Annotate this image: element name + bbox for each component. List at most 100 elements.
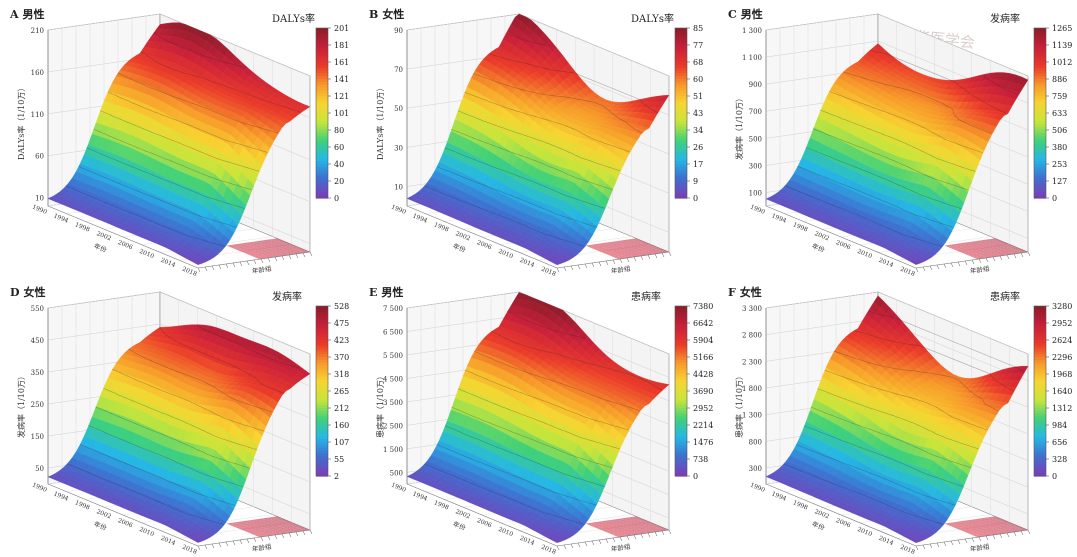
age-tick bbox=[999, 255, 1003, 261]
floor-projection bbox=[226, 238, 310, 260]
year-tick-label: 1990 bbox=[31, 204, 48, 216]
year-tick-label: 2006 bbox=[476, 517, 493, 529]
colorbar-tick-label: 77 bbox=[693, 41, 703, 50]
z-tick-label: 70 bbox=[394, 66, 403, 74]
age-tick bbox=[253, 537, 257, 543]
age-tick bbox=[1013, 253, 1017, 259]
age-tick bbox=[295, 253, 299, 259]
surface-plot-C: 100 300 500 700 900 1 100 1 300 1990 1994 1998 200… bbox=[742, 13, 1072, 278]
panel-label: B 女性 bbox=[369, 6, 404, 22]
age-tick bbox=[922, 544, 926, 550]
z-tick-label: 300 bbox=[749, 465, 762, 473]
panel-sex: 男性 bbox=[740, 8, 763, 21]
y-axis-title: 年龄组 bbox=[969, 542, 990, 554]
z-tick-label: 50 bbox=[35, 465, 44, 473]
surface-mesh bbox=[47, 22, 311, 265]
z-tick-label: 50 bbox=[394, 105, 403, 113]
year-tick-label: 2014 bbox=[519, 535, 536, 547]
colorbar-tick-label: 3690 bbox=[693, 387, 713, 396]
z-tick-label: 2 500 bbox=[383, 422, 403, 430]
colorbar-tick-label: 2 bbox=[334, 472, 339, 481]
year-tick-label: 2002 bbox=[813, 230, 830, 242]
age-tick bbox=[915, 545, 919, 551]
colorbar-tick-label: 141 bbox=[334, 75, 349, 84]
age-tick bbox=[957, 261, 961, 267]
y-axis-title: 年龄组 bbox=[251, 542, 272, 554]
z-tick-label: 1 800 bbox=[742, 385, 762, 393]
colorbar-tick-label: 1012 bbox=[1052, 58, 1072, 67]
panel-sex: 女性 bbox=[739, 286, 762, 299]
z-tick-label: 350 bbox=[31, 369, 44, 377]
age-tick bbox=[556, 267, 560, 273]
year-tick-label: 2018 bbox=[181, 266, 198, 278]
colorbar-tick-label: 127 bbox=[1052, 177, 1067, 186]
year-tick-label: 2006 bbox=[117, 517, 134, 529]
colorbar-tick-label: 40 bbox=[334, 160, 344, 169]
year-tick-label: 1994 bbox=[53, 490, 70, 502]
age-tick bbox=[661, 530, 665, 536]
colorbar-tick-label: 0 bbox=[1052, 194, 1057, 203]
z-tick-label: 500 bbox=[390, 469, 403, 477]
colorbar-tick-label: 160 bbox=[334, 421, 349, 430]
colorbar-tick-label: 51 bbox=[693, 92, 703, 101]
age-tick bbox=[197, 545, 201, 551]
z-tick-label: 300 bbox=[749, 162, 762, 170]
year-tick-label: 2002 bbox=[813, 508, 830, 520]
age-tick bbox=[985, 535, 989, 541]
colorbar-tick-label: 26 bbox=[693, 143, 703, 152]
contour-lines bbox=[424, 311, 663, 525]
colorbar-tick-label: 3280 bbox=[1052, 302, 1072, 311]
surface-mesh bbox=[765, 43, 1029, 265]
contour-lines bbox=[783, 310, 1025, 525]
colorbar-tick-label: 4428 bbox=[693, 370, 713, 379]
age-tick bbox=[922, 266, 926, 272]
panel-F: F 女性 患病率 患病率（1/10万） 300 800 1 300 1 800 2 300 2 8… bbox=[718, 278, 1077, 556]
year-tick-label: 1994 bbox=[771, 490, 788, 502]
year-tick-label: 1998 bbox=[792, 221, 809, 233]
age-tick bbox=[999, 533, 1003, 539]
colorbar-tick-label: 2624 bbox=[1052, 336, 1072, 345]
age-tick bbox=[274, 256, 278, 262]
age-tick bbox=[619, 258, 623, 264]
year-tick-label: 1990 bbox=[749, 482, 766, 494]
colorbar-title: DALYs率 bbox=[631, 14, 674, 25]
age-tick bbox=[626, 535, 630, 541]
age-tick bbox=[640, 255, 644, 261]
age-tick bbox=[281, 255, 285, 261]
x-axis-title: 年份 bbox=[93, 519, 109, 532]
year-tick-label: 2010 bbox=[497, 526, 514, 538]
panel-letter: A bbox=[10, 8, 19, 21]
age-tick bbox=[302, 252, 306, 258]
age-tick bbox=[204, 544, 208, 550]
year-tick-label: 2006 bbox=[117, 239, 134, 251]
age-tick bbox=[971, 537, 975, 543]
colorbar-tick-label: 161 bbox=[334, 58, 349, 67]
colorbar-tick-label: 6642 bbox=[693, 319, 713, 328]
year-tick-label: 1994 bbox=[412, 490, 429, 502]
colorbar-title: DALYs率 bbox=[272, 14, 315, 25]
age-tick bbox=[239, 261, 243, 267]
colorbar-tick-label: 212 bbox=[334, 404, 349, 413]
colorbar-tick-label: 201 bbox=[334, 24, 349, 33]
year-tick-label: 2010 bbox=[138, 526, 155, 538]
year-tick-label: 2002 bbox=[454, 508, 471, 520]
colorbar: 1265 1139 1012 886 759 633 506 380 253 127 0 bbox=[1033, 24, 1072, 203]
colorbar-tick-label: 0 bbox=[693, 194, 698, 203]
colorbar-tick-label: 60 bbox=[693, 75, 703, 84]
z-tick-label: 2 300 bbox=[742, 358, 762, 366]
contour-lines bbox=[65, 32, 302, 247]
age-tick bbox=[218, 542, 222, 548]
age-tick bbox=[577, 264, 581, 270]
age-tick bbox=[288, 254, 292, 260]
age-tick bbox=[295, 531, 299, 537]
z-tick-label: 1 300 bbox=[742, 27, 762, 35]
colorbar-tick-label: 0 bbox=[693, 472, 698, 481]
colorbar-tick-label: 506 bbox=[1052, 126, 1067, 135]
colorbar-tick-label: 17 bbox=[693, 160, 703, 169]
year-tick-label: 2014 bbox=[519, 257, 536, 269]
age-tick bbox=[1020, 252, 1024, 258]
panel-B: B 女性 DALYs率 DALYs率（1/10万） 10 30 50 70 90 1990 1994… bbox=[359, 0, 718, 278]
y-axis-title: 年龄组 bbox=[251, 264, 272, 276]
